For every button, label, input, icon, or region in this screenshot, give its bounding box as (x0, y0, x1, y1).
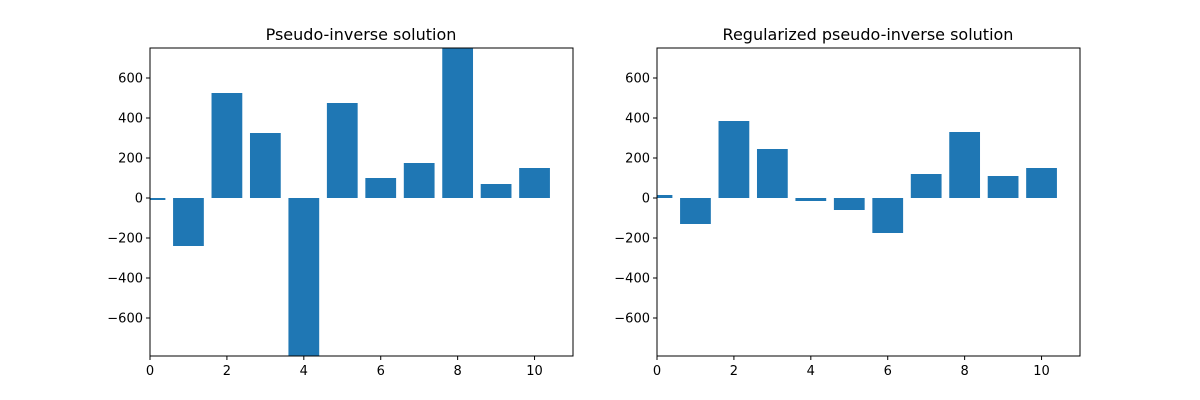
y-tick-label: −200 (107, 232, 143, 247)
y-tick-label: −400 (107, 272, 143, 287)
bar-5 (326, 103, 358, 198)
x-tick-label: 6 (884, 364, 892, 379)
bar-1 (173, 198, 204, 246)
y-tick-label: 400 (118, 112, 143, 127)
y-tick-label: 600 (118, 72, 143, 87)
chart-title: Pseudo-inverse solution (266, 25, 457, 44)
bar-3 (249, 133, 281, 198)
y-tick-label: 0 (135, 192, 143, 207)
bar-6 (872, 198, 904, 233)
bar-7 (403, 163, 435, 198)
bar-10 (519, 168, 550, 198)
chart-title: Regularized pseudo-inverse solution (723, 25, 1014, 44)
bar-7 (910, 174, 942, 198)
bar-0 (657, 195, 673, 198)
x-tick-label: 0 (653, 364, 661, 379)
chart-panel-pseudo-inverse: Pseudo-inverse solution −600 −400 −200 0 200… (107, 25, 574, 379)
bar-5 (833, 198, 865, 210)
bar-10 (1026, 168, 1057, 198)
x-tick-label: 10 (526, 364, 543, 379)
y-tick-label: 600 (625, 72, 650, 87)
y-tick-label: 200 (118, 152, 143, 167)
y-tick-label: −400 (614, 272, 650, 287)
bar-4 (795, 198, 827, 201)
y-tick-label: −600 (614, 312, 650, 327)
plot-area: −600 −400 −200 0 200 400 600 0 2 4 6 8 10 (107, 47, 574, 379)
bar-2 (718, 121, 750, 198)
bar-9 (480, 184, 512, 198)
bars (150, 48, 550, 356)
y-tick-label: 400 (625, 112, 650, 127)
bar-2 (211, 93, 243, 198)
bars (657, 121, 1057, 233)
x-tick-label: 8 (960, 364, 968, 379)
axes-frame (656, 47, 1081, 357)
x-tick-label: 8 (453, 364, 461, 379)
plot-area: −600 −400 −200 0 200 400 600 0 2 4 6 8 10 (614, 47, 1081, 379)
bar-0 (150, 198, 166, 200)
x-tick-label: 0 (146, 364, 154, 379)
x-tick-label: 4 (807, 364, 815, 379)
y-tick-label: −200 (614, 232, 650, 247)
bar-8 (949, 132, 981, 198)
bar-8 (442, 48, 474, 198)
x-tick-label: 2 (730, 364, 738, 379)
y-tick-label: −600 (107, 312, 143, 327)
chart-panel-regularized: Regularized pseudo-inverse solution −600… (614, 25, 1081, 379)
x-tick-label: 4 (300, 364, 308, 379)
bar-4 (288, 198, 320, 356)
bar-1 (680, 198, 711, 224)
x-tick-label: 6 (377, 364, 385, 379)
bar-6 (365, 178, 397, 198)
y-tick-label: 200 (625, 152, 650, 167)
y-tick-label: 0 (642, 192, 650, 207)
axes-frame (149, 47, 574, 357)
x-tick-label: 2 (223, 364, 231, 379)
bar-3 (756, 149, 788, 198)
x-tick-label: 10 (1033, 364, 1050, 379)
bar-9 (987, 176, 1019, 198)
